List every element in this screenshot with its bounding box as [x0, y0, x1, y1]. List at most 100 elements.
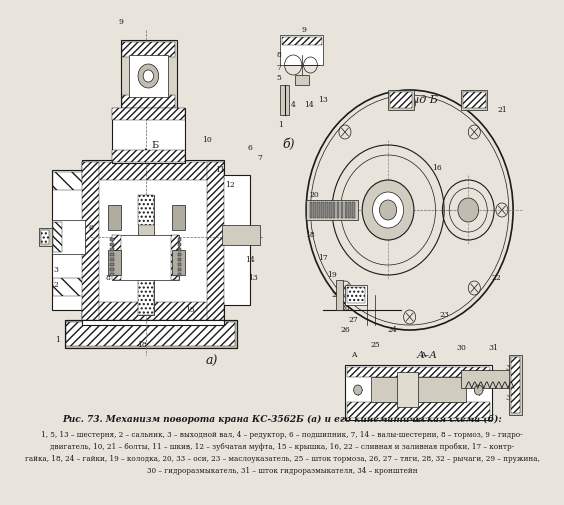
Text: 1: 1: [55, 336, 60, 344]
Text: 30: 30: [456, 344, 466, 352]
Bar: [108, 205, 121, 230]
Bar: [345, 365, 492, 420]
Text: 20: 20: [310, 191, 320, 199]
Bar: [280, 85, 289, 115]
Bar: [336, 280, 343, 310]
Text: б): б): [283, 138, 295, 151]
Bar: [306, 200, 358, 220]
Text: 29: 29: [332, 291, 341, 299]
Text: 28: 28: [340, 304, 350, 312]
Text: 31: 31: [488, 344, 498, 352]
Text: 2: 2: [54, 281, 59, 289]
Bar: [65, 320, 237, 348]
Bar: [82, 162, 224, 180]
Bar: [178, 238, 181, 241]
Text: 33: 33: [505, 381, 515, 389]
Bar: [111, 238, 114, 241]
Text: 25: 25: [413, 416, 423, 424]
Bar: [111, 253, 114, 256]
Bar: [111, 258, 114, 261]
Bar: [82, 160, 224, 325]
Text: 1: 1: [278, 121, 283, 129]
Bar: [345, 202, 347, 218]
Bar: [54, 278, 85, 296]
Bar: [54, 222, 62, 252]
Text: 16: 16: [433, 164, 442, 172]
Bar: [347, 287, 365, 303]
Bar: [173, 250, 186, 275]
Bar: [112, 235, 121, 280]
Bar: [282, 37, 321, 45]
Bar: [390, 92, 412, 108]
Bar: [52, 170, 86, 310]
Text: гайка, 18, 24 – гайки, 19 – колодка, 20, 33 – оси, 23 – маслоуказатель, 25 – што: гайка, 18, 24 – гайки, 19 – колодка, 20,…: [25, 455, 539, 463]
Bar: [112, 108, 186, 163]
Bar: [352, 202, 355, 218]
Bar: [178, 243, 181, 246]
Text: 7: 7: [81, 244, 86, 252]
Bar: [111, 243, 114, 246]
Text: А–А: А–А: [416, 350, 437, 360]
Circle shape: [354, 385, 362, 395]
Text: A: A: [351, 351, 356, 359]
Text: 24: 24: [387, 326, 397, 334]
Bar: [171, 235, 179, 280]
Text: 32: 32: [505, 364, 515, 372]
Text: а): а): [205, 355, 218, 368]
Bar: [52, 220, 85, 254]
Text: 18: 18: [306, 231, 315, 239]
Text: 14: 14: [245, 256, 255, 264]
Bar: [341, 202, 343, 218]
Text: 8: 8: [276, 51, 281, 59]
Text: 3: 3: [54, 266, 59, 274]
Bar: [318, 202, 320, 218]
Circle shape: [474, 385, 483, 395]
Bar: [329, 202, 332, 218]
Bar: [222, 225, 261, 245]
Bar: [122, 42, 175, 57]
Circle shape: [458, 198, 479, 222]
Text: 34: 34: [505, 394, 515, 402]
Text: 14: 14: [304, 101, 314, 109]
Text: Вид Б: Вид Б: [404, 95, 438, 105]
Text: 13: 13: [248, 274, 258, 282]
Bar: [111, 263, 114, 266]
Bar: [178, 253, 181, 256]
Bar: [111, 268, 114, 271]
Bar: [388, 90, 414, 110]
Text: 19: 19: [327, 271, 337, 279]
Bar: [122, 95, 175, 108]
Bar: [138, 195, 153, 225]
Bar: [345, 285, 367, 305]
Text: 9: 9: [302, 26, 307, 34]
Bar: [111, 273, 114, 276]
Bar: [310, 202, 312, 218]
Bar: [138, 195, 153, 315]
Bar: [112, 150, 186, 162]
Text: 17: 17: [319, 254, 328, 262]
Text: 9: 9: [118, 18, 123, 26]
Bar: [314, 202, 316, 218]
Text: 10: 10: [202, 136, 212, 144]
Text: 1, 5, 13 – шестерня, 2 – сальник, 3 – выходной вал, 4 – редуктор, 6 – подшипник,: 1, 5, 13 – шестерня, 2 – сальник, 3 – вы…: [41, 431, 523, 439]
Text: 30 – гидроразмыкатель, 31 – шток гидроразмыкателя, 34 – кронштейн: 30 – гидроразмыкатель, 31 – шток гидрора…: [147, 467, 417, 475]
Bar: [65, 320, 237, 348]
Text: 5: 5: [276, 74, 281, 82]
Bar: [280, 35, 323, 65]
Bar: [463, 92, 486, 108]
Bar: [461, 370, 517, 388]
Text: A: A: [420, 351, 425, 359]
Bar: [337, 202, 340, 218]
Text: 25: 25: [370, 341, 380, 349]
Text: Рис. 73. Механизм поворота крана КС-3562Б (а) и его кинематическая схема (б):: Рис. 73. Механизм поворота крана КС-3562…: [62, 415, 502, 425]
Bar: [178, 268, 181, 271]
Bar: [82, 162, 99, 320]
Bar: [82, 302, 224, 320]
Text: 21: 21: [497, 106, 507, 114]
Bar: [295, 75, 309, 85]
Text: 18: 18: [138, 341, 147, 349]
Text: 15: 15: [185, 306, 195, 314]
Text: 4: 4: [60, 244, 65, 252]
Text: 13: 13: [319, 96, 328, 104]
Text: 27: 27: [349, 316, 359, 324]
